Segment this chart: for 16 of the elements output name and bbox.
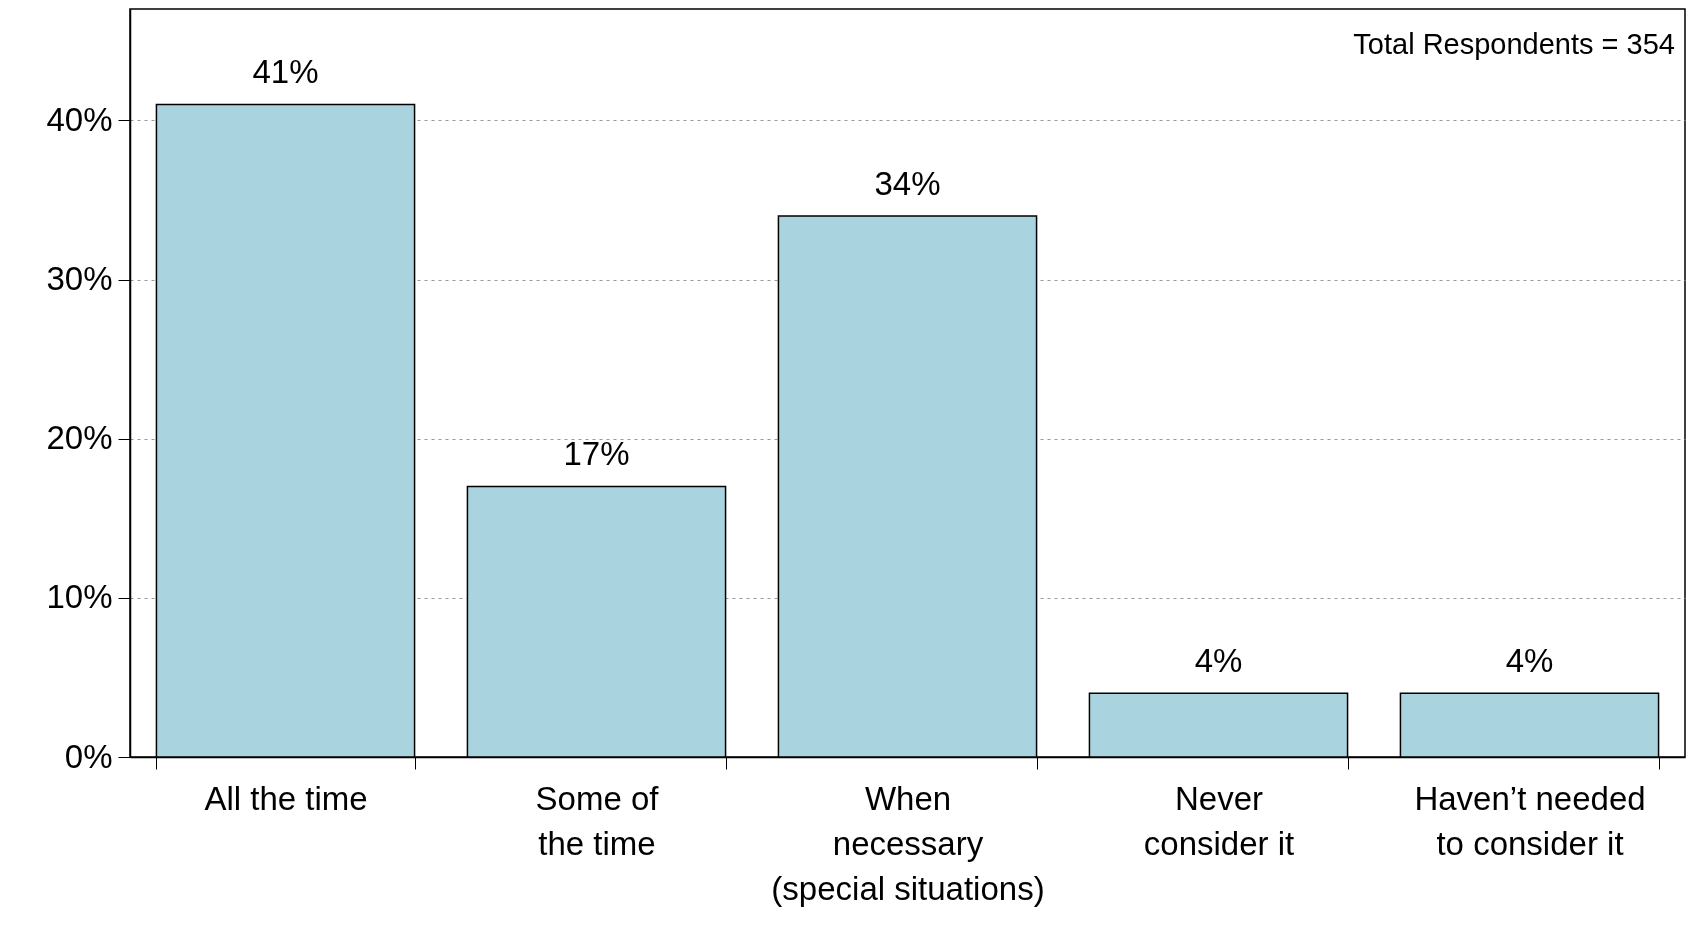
y-tick-label: 20% (46, 419, 113, 457)
data-label: 17% (563, 435, 630, 473)
data-label: 41% (252, 53, 319, 91)
x-tick-label: Haven’t needed to consider it (1414, 779, 1646, 862)
data-label: 34% (874, 164, 941, 202)
data-label: 4% (1505, 642, 1554, 680)
y-tick-label: 10% (46, 578, 113, 616)
x-tick-label: Some of the time (535, 779, 660, 862)
x-tick-label: Never consider it (1143, 779, 1295, 862)
data-label: 4% (1194, 642, 1243, 680)
y-tick-label: 30% (46, 260, 113, 298)
x-tick-label: When necessary (special situations) (771, 779, 1045, 907)
x-tick-label: All the time (204, 779, 368, 817)
y-tick-label: 40% (46, 100, 113, 138)
y-tick-label: 0% (64, 737, 113, 775)
annotation: Total Respondents = 354 (1353, 28, 1675, 60)
